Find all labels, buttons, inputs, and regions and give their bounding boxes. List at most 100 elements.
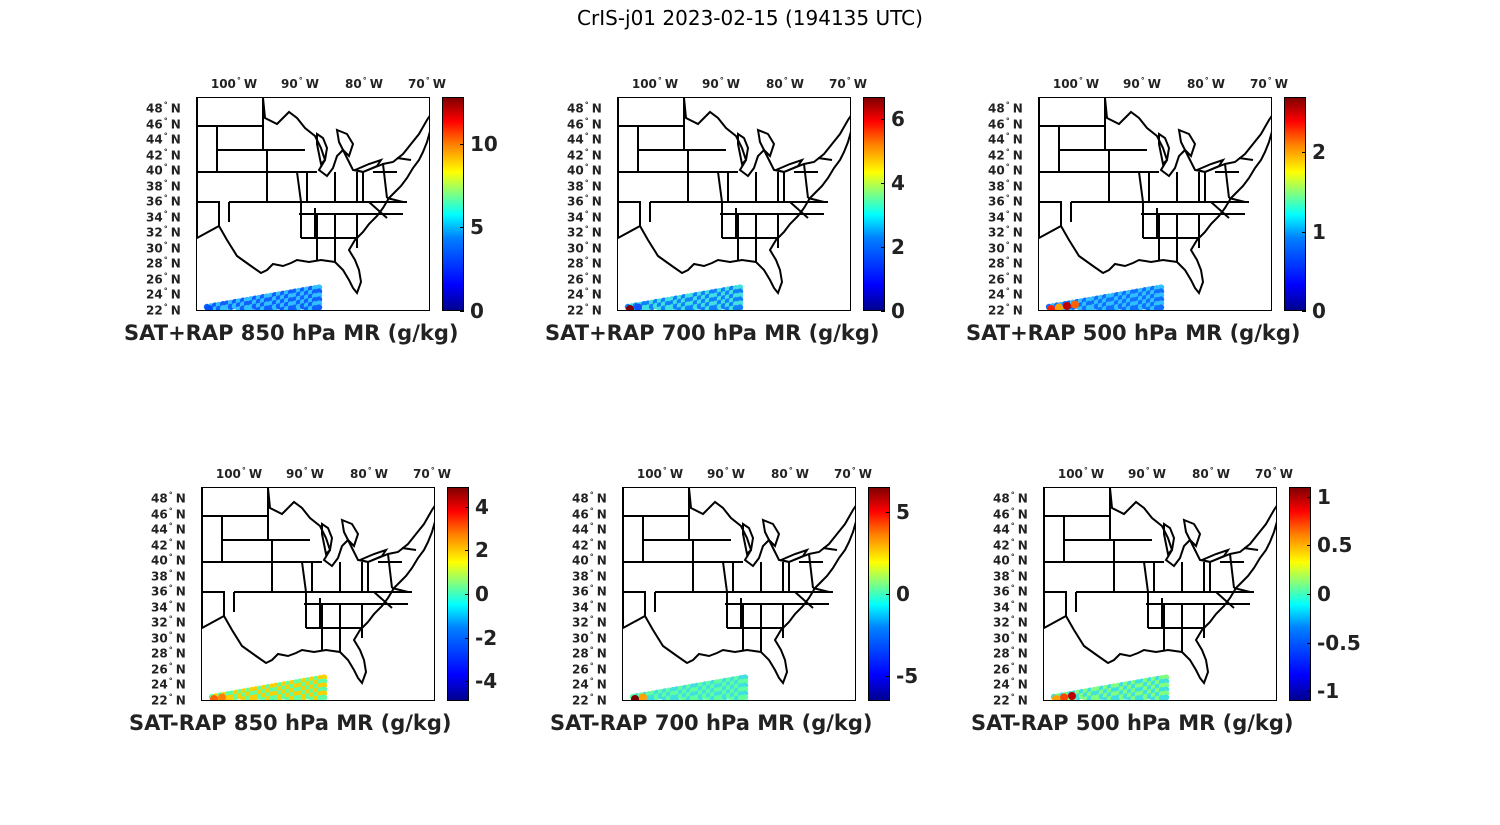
lat-tick-label: 44° N <box>146 131 181 147</box>
colorbar-tick-mark <box>881 247 885 249</box>
observation-point <box>218 693 226 700</box>
map-frame <box>201 487 435 701</box>
colorbar-tick-label: 1 <box>1312 219 1326 244</box>
lat-tick-label: 30° N <box>993 630 1028 645</box>
lat-tick-label: 30° N <box>572 630 607 645</box>
lon-tick-label: 70° W <box>1255 466 1293 481</box>
colorbar-tick-mark <box>1302 311 1306 312</box>
observation-point <box>1052 695 1060 700</box>
lat-tick-label: 28° N <box>151 645 186 661</box>
lon-tick-label: 70° W <box>834 466 872 481</box>
state-boundary <box>391 587 409 593</box>
lat-tick-label: 24° N <box>567 286 602 302</box>
lon-tick-label: 80° W <box>771 466 809 481</box>
lat-tick-label: 22° N <box>572 692 607 707</box>
state-boundary <box>356 548 389 564</box>
colorbar-tick-label: 2 <box>475 538 489 563</box>
colorbar-tick-label: 0 <box>475 582 489 606</box>
lat-tick-label: 44° N <box>988 131 1023 147</box>
lat-tick-label: 36° N <box>993 583 1028 599</box>
observation-point <box>631 695 639 700</box>
map-frame <box>617 97 851 311</box>
state-boundary <box>1238 157 1254 161</box>
state-boundary <box>1243 547 1259 551</box>
lat-tick-label: 40° N <box>993 552 1028 568</box>
colorbar-tick-label: 4 <box>475 494 489 519</box>
observation-point <box>1157 304 1165 310</box>
colorbar-tick-label: 10 <box>470 131 498 156</box>
lon-tick-label: 90° W <box>1123 76 1161 91</box>
lon-tick-label: 80° W <box>1187 76 1225 91</box>
lat-tick-label: 34° N <box>988 209 1023 224</box>
state-boundary <box>789 201 809 219</box>
lat-tick-label: 22° N <box>988 302 1023 317</box>
state-boundary <box>817 157 833 161</box>
state-boundary <box>1193 158 1226 174</box>
map-frame <box>196 97 430 311</box>
panel-sat-plus-rap-500: SAT+RAP 500 hPa MR (g/kg) 100° W 90° W 80° W 7… <box>966 55 1366 415</box>
panel-sat-minus-rap-850: SAT-RAP 850 hPa MR (g/kg) 100° W 90° W 80° W 7… <box>129 445 529 805</box>
state-boundary <box>301 561 307 593</box>
state-boundary <box>368 201 388 219</box>
observation-point <box>626 305 634 310</box>
lat-tick-label: 46° N <box>146 116 181 131</box>
lat-tick-label: 32° N <box>572 614 607 630</box>
state-boundary <box>387 553 393 589</box>
observation-point <box>1068 692 1076 700</box>
colorbar-tick-mark <box>1307 545 1311 547</box>
lon-tick-label: 100° W <box>636 466 684 481</box>
panel-label: SAT+RAP 700 hPa MR (g/kg) <box>545 321 880 345</box>
panel-label: SAT+RAP 850 hPa MR (g/kg) <box>124 321 459 345</box>
lat-tick-label: 30° N <box>146 240 181 255</box>
panel-label: SAT-RAP 850 hPa MR (g/kg) <box>129 711 452 735</box>
state-map <box>1044 488 1276 700</box>
colorbar-tick-mark <box>886 511 890 513</box>
lat-tick-label: 38° N <box>988 178 1023 193</box>
panel-label: SAT+RAP 500 hPa MR (g/kg) <box>966 321 1301 345</box>
lat-tick-label: 42° N <box>988 147 1023 162</box>
lon-tick-label: 90° W <box>1128 466 1166 481</box>
lat-tick-label: 32° N <box>146 224 181 240</box>
lat-tick-label: 28° N <box>988 255 1023 271</box>
panel-sat-plus-rap-700: SAT+RAP 700 hPa MR (g/kg) 100° W 90° W 80° W 7… <box>545 55 945 415</box>
lat-tick-label: 26° N <box>993 661 1028 676</box>
lon-tick-label: 80° W <box>766 76 804 91</box>
state-boundary <box>777 548 810 564</box>
lat-tick-label: 28° N <box>572 645 607 661</box>
lat-tick-label: 22° N <box>993 692 1028 707</box>
state-boundary <box>772 158 805 174</box>
state-boundary <box>618 201 641 226</box>
colorbar-tick-mark <box>881 183 885 185</box>
lat-tick-label: 40° N <box>146 162 181 178</box>
colorbar-tick-label: 4 <box>891 171 905 196</box>
colorbar-tick-label: -4 <box>475 669 498 694</box>
lat-tick-label: 44° N <box>567 131 602 147</box>
colorbar <box>863 97 885 311</box>
colorbar-tick-mark <box>1307 496 1311 498</box>
state-boundary <box>1198 548 1231 564</box>
colorbar-tick-mark <box>460 143 464 145</box>
lat-tick-label: 26° N <box>146 271 181 286</box>
colorbar-tick-label: 0 <box>1317 582 1331 606</box>
lat-tick-label: 38° N <box>151 568 186 583</box>
colorbar-tick-mark <box>886 594 890 595</box>
lon-tick-label: 100° W <box>631 76 679 91</box>
observation-point <box>205 305 213 310</box>
state-boundary <box>683 98 850 178</box>
state-map <box>618 98 850 310</box>
lat-tick-label: 32° N <box>567 224 602 240</box>
lat-tick-label: 36° N <box>572 583 607 599</box>
state-boundary <box>1039 98 1271 296</box>
state-boundary <box>267 488 434 568</box>
state-boundary <box>807 197 825 203</box>
state-boundary <box>822 547 838 551</box>
state-boundary <box>386 197 404 203</box>
state-boundary <box>761 518 781 548</box>
state-boundary <box>351 158 384 174</box>
colorbar-tick-label: 0 <box>1312 299 1326 323</box>
lat-tick-label: 30° N <box>567 240 602 255</box>
colorbar-tick-label: 0 <box>470 299 484 323</box>
state-boundary <box>1210 201 1230 219</box>
state-boundary <box>1039 201 1062 226</box>
state-boundary <box>756 128 776 158</box>
